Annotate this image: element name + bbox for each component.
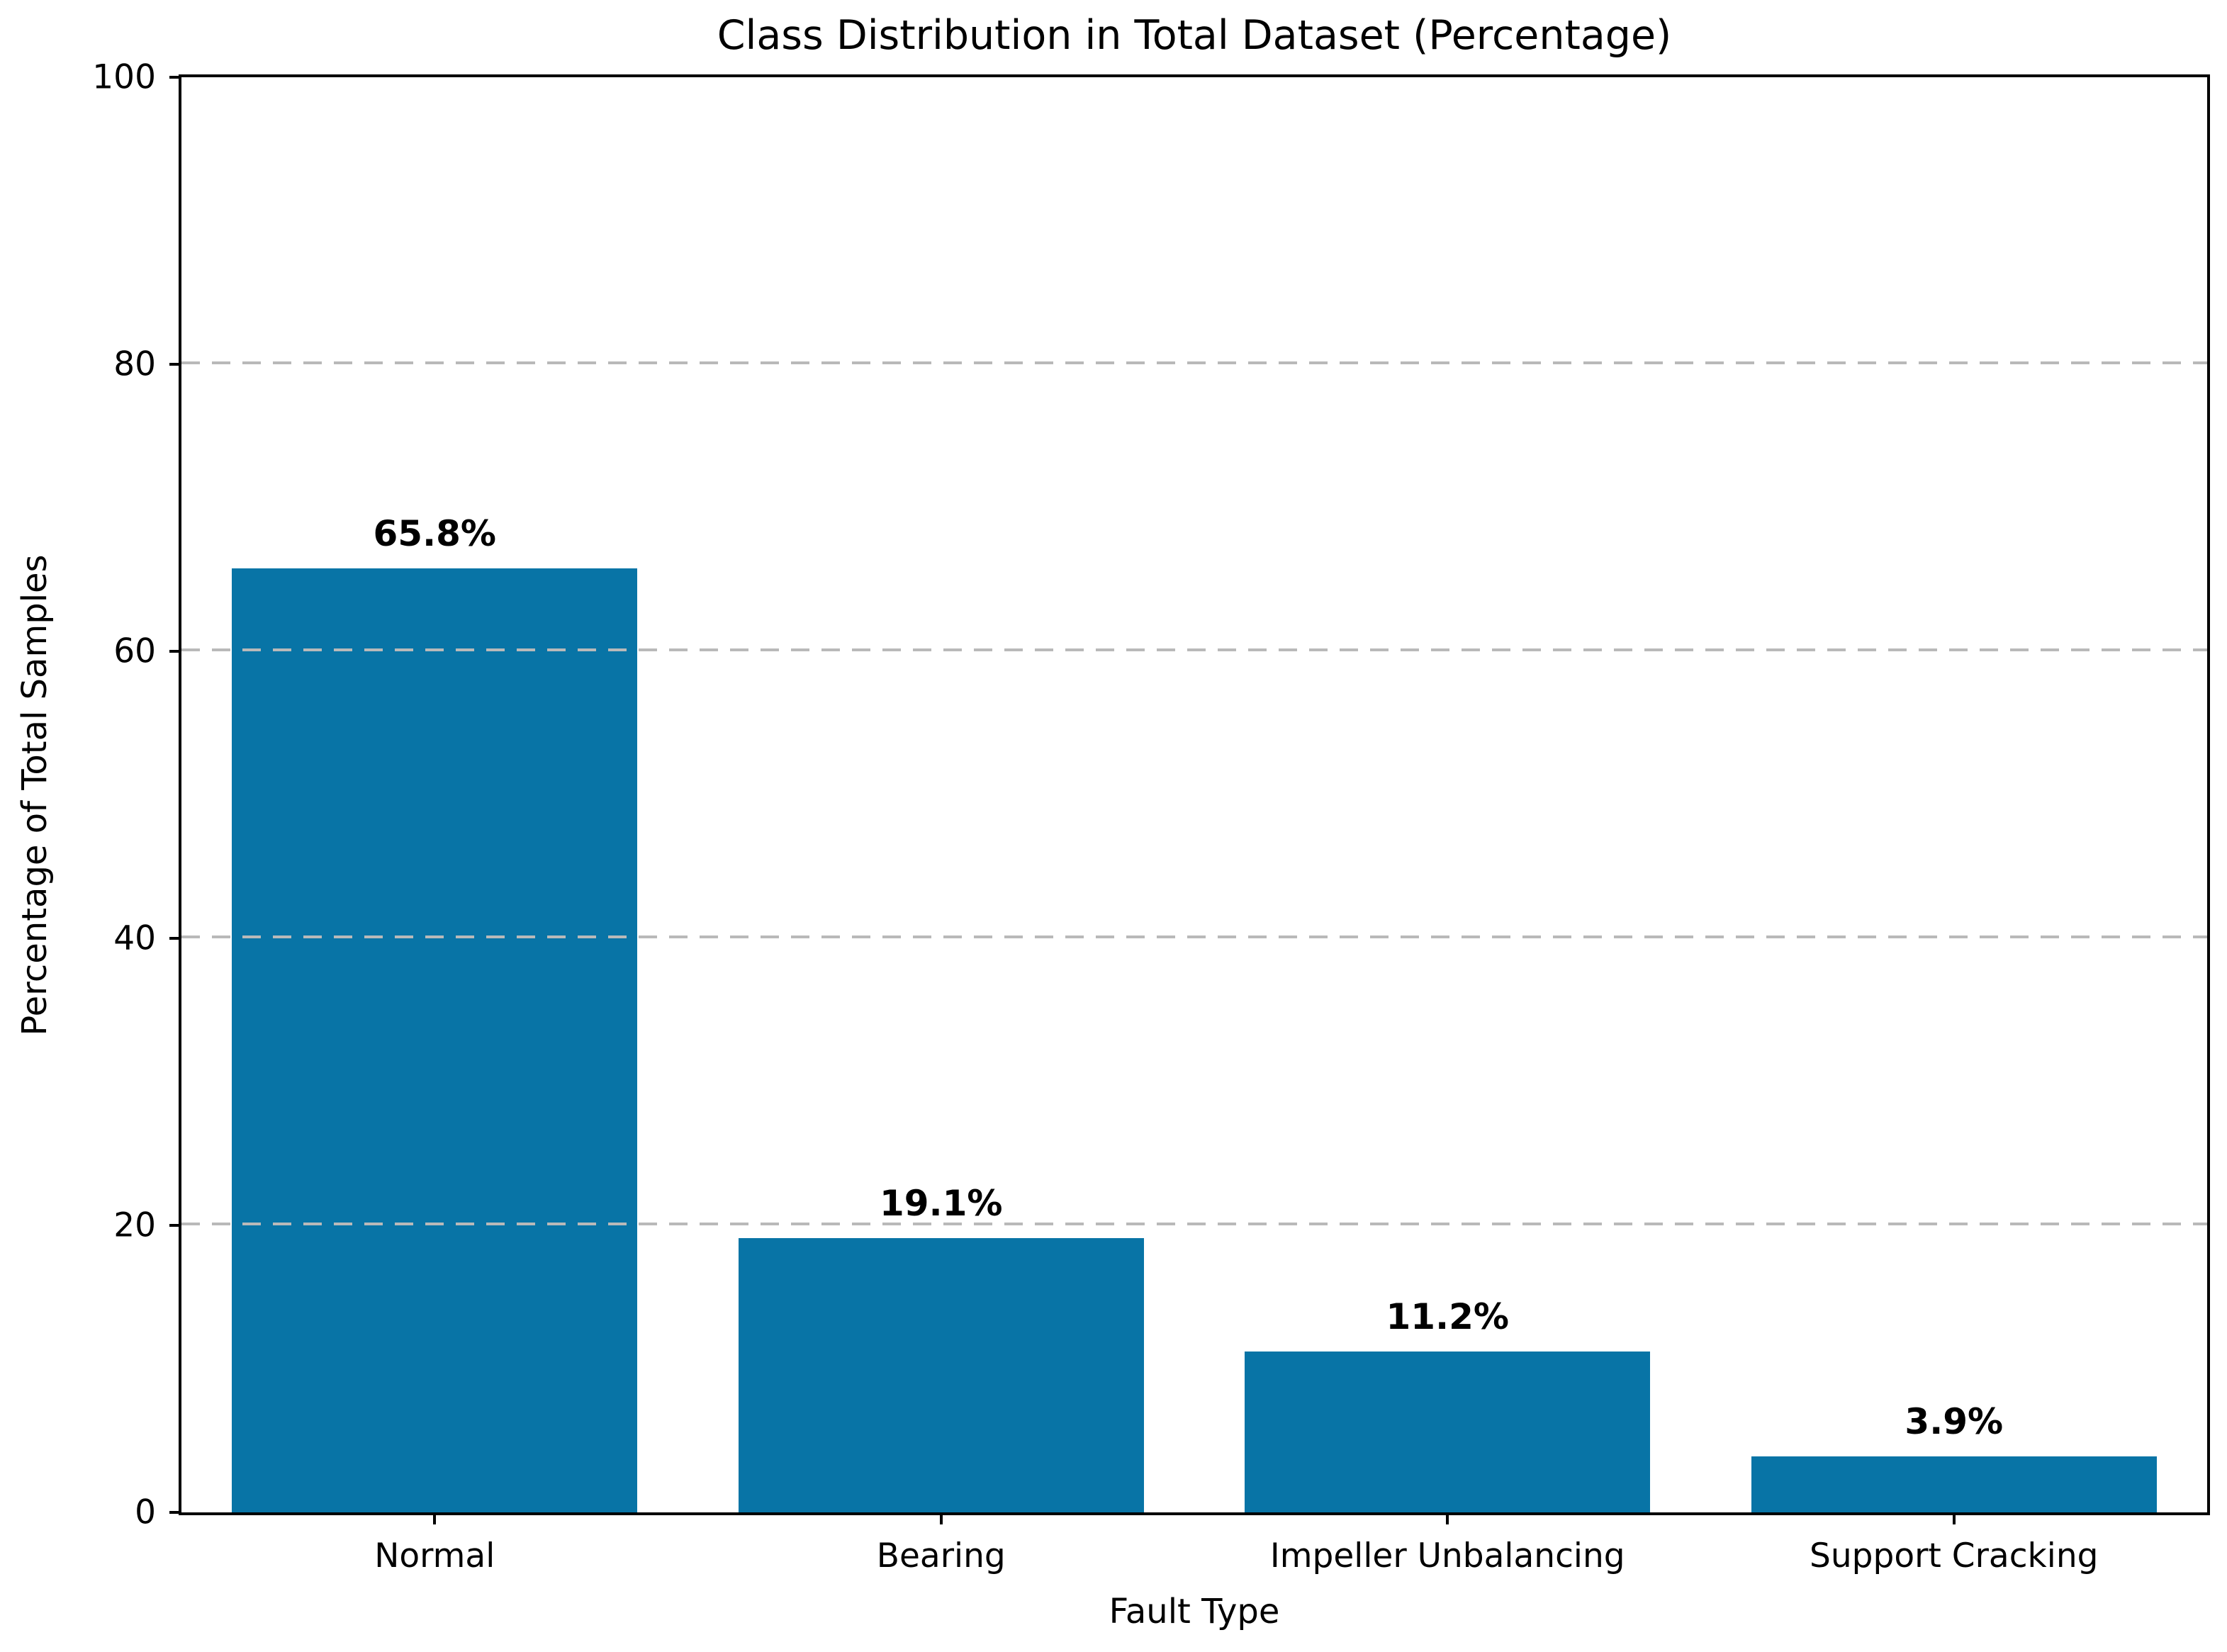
x-tick-label: Bearing [876,1536,1006,1575]
y-tick-label-60: 60 [113,631,156,671]
bar-value-label: 11.2% [1386,1296,1509,1338]
y-tick-mark-0 [169,1511,181,1514]
bar-value-label: 19.1% [880,1183,1003,1225]
gridline-20 [181,1223,2207,1225]
x-tick-mark-1 [939,1512,943,1524]
x-tick-mark-0 [433,1512,437,1524]
bar-normal [232,568,638,1512]
gridline-80 [181,361,2207,364]
y-tick-mark-80 [169,363,181,366]
bar-support-cracking [1751,1456,2157,1512]
x-axis-label: Fault Type [1109,1592,1280,1631]
y-tick-label-0: 0 [135,1493,156,1532]
gridline-60 [181,648,2207,651]
x-tick-label: Support Cracking [1810,1536,2099,1575]
y-tick-label-40: 40 [113,918,156,958]
y-tick-mark-40 [169,937,181,940]
bar-value-label: 3.9% [1905,1401,2004,1443]
bar-bearing [738,1238,1144,1512]
y-tick-mark-60 [169,650,181,653]
chart-title: Class Distribution in Total Dataset (Per… [717,12,1672,59]
x-tick-mark-3 [1952,1512,1956,1524]
y-axis-label: Percentage of Total Samples [15,554,55,1036]
gridline-40 [181,935,2207,938]
x-tick-mark-2 [1446,1512,1449,1524]
x-tick-label: Normal [374,1536,495,1575]
bar-value-label: 65.8% [373,512,496,554]
y-tick-label-100: 100 [92,57,156,97]
y-tick-mark-100 [169,76,181,79]
x-tick-label: Impeller Unbalancing [1269,1536,1625,1575]
y-tick-mark-20 [169,1224,181,1227]
y-tick-label-20: 20 [113,1206,156,1245]
bar-impeller-unbalancing [1245,1352,1651,1512]
y-tick-label-80: 80 [113,344,156,384]
plot-area: Class Distribution in Total Dataset (Per… [15,12,2210,1631]
